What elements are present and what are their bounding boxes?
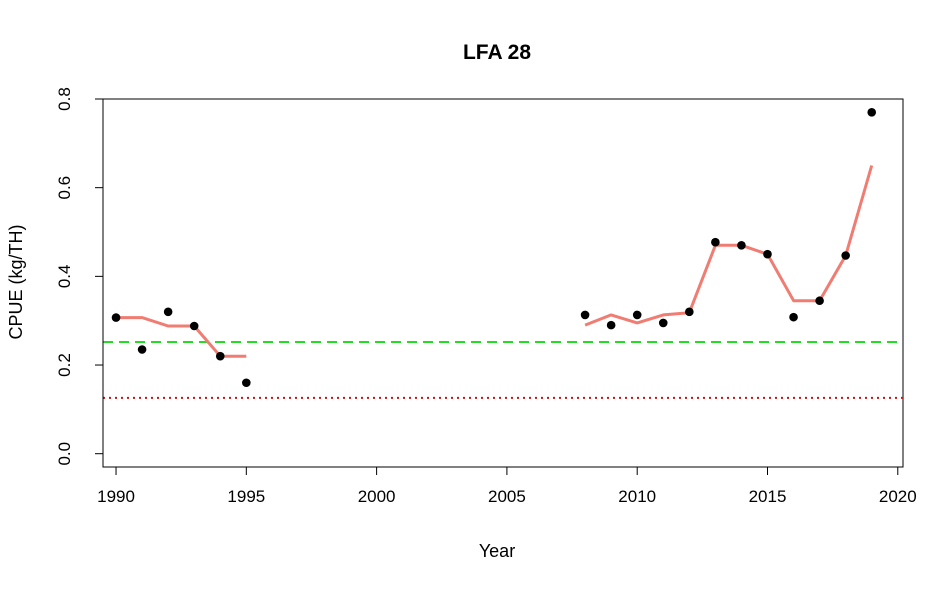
data-point-2008 [580,310,590,320]
data-point-2012 [685,307,694,317]
data-point-1993 [189,321,199,331]
x-tick-label-2020: 2020 [879,487,917,506]
data-point-2011 [658,318,668,328]
data-point-1990 [111,313,121,322]
y-tick-label-0: 0.0 [55,442,74,466]
data-point-1991 [137,345,147,354]
data-point-2017 [815,296,824,306]
x-tick-label-2005: 2005 [488,487,526,506]
data-point-2016 [789,312,798,322]
chart-title: LFA 28 [463,41,531,64]
data-point-1994 [215,351,225,361]
x-axis-label: Year [479,541,515,561]
y-tick-label-3: 0.6 [55,176,74,200]
y-axis-label: CPUE (kg/TH) [6,224,26,339]
data-point-2015 [763,249,772,259]
running-mean-lines [116,165,874,358]
x-tick-label-2000: 2000 [358,487,396,506]
data-point-2019 [867,108,877,117]
y-tick-label-1: 0.2 [55,353,74,377]
data-point-2013 [711,237,720,247]
data-point-2009 [606,320,616,330]
data-point-2010 [632,310,642,320]
x-tick-label-2015: 2015 [749,487,787,506]
y-tick-label-2: 0.4 [55,265,74,289]
reference-lines [103,340,903,399]
data-points [111,108,877,388]
y-tick-label-4: 0.8 [55,87,74,111]
data-point-1992 [163,307,173,317]
running-mean-segment-1 [116,316,247,358]
data-point-2014 [737,241,746,250]
y-axis: 0.0 0.2 0.4 0.6 0.8 [55,87,104,466]
data-point-1995 [242,378,251,388]
x-tick-label-2010: 2010 [618,487,656,506]
x-tick-label-1990: 1990 [97,487,135,506]
data-point-2018 [841,251,850,260]
x-axis: 1990 1995 2000 2005 2010 2015 2020 [97,466,917,506]
x-tick-label-1995: 1995 [227,487,265,506]
running-mean-segment-2 [584,165,874,327]
